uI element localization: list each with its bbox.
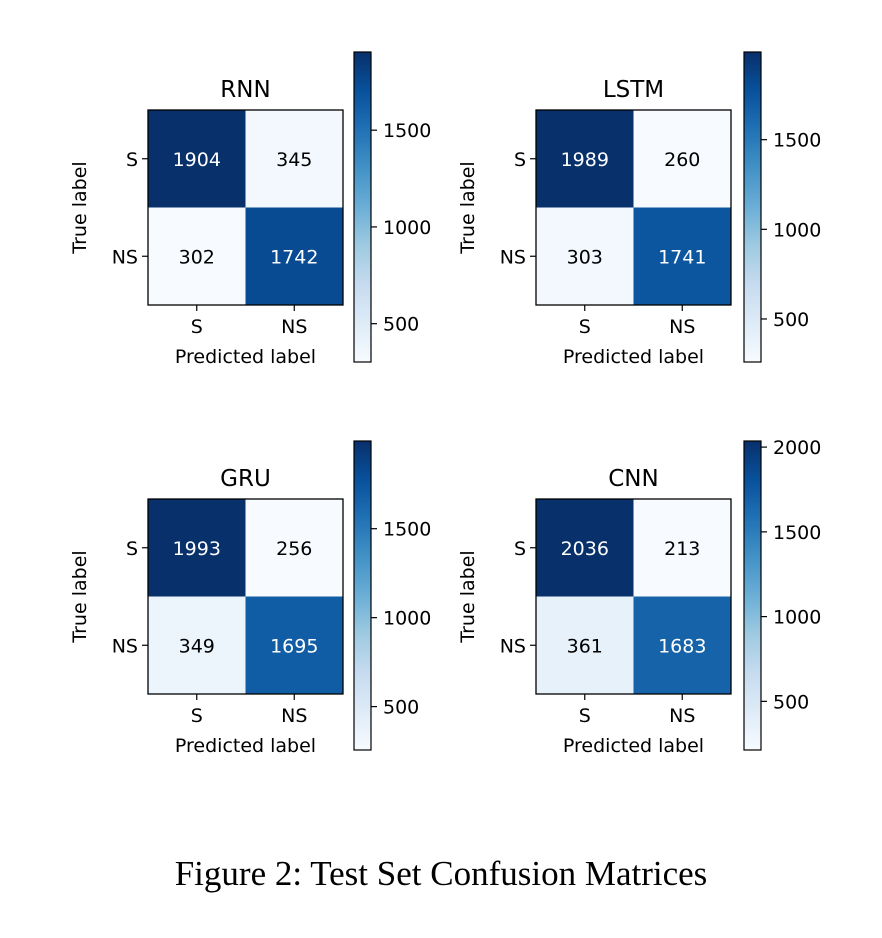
colorbar-tick-label: 500 [773,691,809,713]
cell-value-label: 256 [276,538,312,560]
colorbar-tick-label: 2000 [773,437,821,459]
chart-title: GRU [220,466,271,492]
confusion-matrix-cnn: 2036 213 361 1683 CNN S NS S NS Predicted label Tr… [457,437,821,757]
cell-value-label: 349 [179,635,215,657]
cell-value-label: 1904 [173,149,221,171]
colorbar-tick-label: 500 [383,697,419,719]
heatmap-cell [633,499,731,597]
x-axis-label: Predicted label [563,346,704,368]
cell-value-label: 1993 [173,538,221,560]
confusion-matrix-rnn: 1904 345 302 1742 RNN S NS S NS Predicted label Tr… [69,51,431,368]
cell-value-label: 260 [664,149,700,171]
x-tick-label: S [579,316,591,338]
heatmap-cell [633,596,731,694]
heatmap-cell [536,596,634,694]
colorbar-gradient [743,51,762,363]
colorbar: 500 1000 1500 2000 [743,437,821,751]
colorbar-gradient [353,440,372,751]
colorbar-tick-label: 500 [773,309,809,331]
y-axis-label: True label [457,161,479,254]
confusion-matrix-gru: 1993 256 349 1695 GRU S NS S NS Predicted label Tr… [69,440,431,757]
y-axis-label: True label [457,550,479,643]
colorbar: 500 1000 1500 [353,51,431,363]
colorbar-tick-label: 1000 [383,608,431,630]
heatmap-cell [245,110,343,208]
x-tick-label: NS [669,705,695,727]
plot-frame [147,498,344,695]
heatmap-cell [148,110,246,208]
colorbar: 500 1000 1500 [743,51,821,363]
plot-frame [535,498,732,695]
x-tick-label: NS [281,705,307,727]
cell-value-label: 1742 [270,246,318,268]
confusion-matrix-lstm: 1989 260 303 1741 LSTM S NS S NS Predicted label T… [457,51,821,368]
cell-value-label: 1683 [658,635,706,657]
heatmap-cell [245,596,343,694]
y-tick-label: S [514,149,526,171]
y-axis-label: True label [69,161,91,254]
y-tick-label: NS [500,246,526,268]
colorbar-tick-label: 1500 [383,519,431,541]
cell-value-label: 1989 [561,149,609,171]
colorbar-tick-label: 1500 [773,130,821,152]
heatmap-cell [633,207,731,305]
heatmap-cell [148,596,246,694]
cell-value-label: 345 [276,149,312,171]
plot-frame [535,109,732,306]
x-tick-label: NS [669,316,695,338]
heatmap-cell [148,499,246,597]
colorbar: 500 1000 1500 [353,440,431,751]
colorbar-gradient [743,440,762,751]
heatmap-cell [536,110,634,208]
chart-title: RNN [220,77,270,103]
heatmap-cell [245,499,343,597]
chart-title: CNN [608,466,658,492]
chart-title: LSTM [603,77,664,103]
colorbar-tick-label: 1500 [383,120,431,142]
heatmap-cell [245,207,343,305]
x-axis-label: Predicted label [175,735,316,757]
x-tick-label: NS [281,316,307,338]
heatmap-cell [148,207,246,305]
figure-caption: Figure 2: Test Set Confusion Matrices [174,854,708,893]
colorbar-tick-label: 1000 [773,219,821,241]
y-tick-label: NS [500,635,526,657]
x-tick-label: S [191,316,203,338]
cell-value-label: 361 [567,635,603,657]
cell-value-label: 1695 [270,635,318,657]
heatmap-cell [536,499,634,597]
x-axis-label: Predicted label [563,735,704,757]
x-tick-label: S [191,705,203,727]
y-tick-label: S [126,538,138,560]
y-tick-label: S [514,538,526,560]
cell-value-label: 2036 [561,538,609,560]
x-axis-label: Predicted label [175,346,316,368]
heatmap-cell [633,110,731,208]
confusion-matrix-figure: 1904 345 302 1742 RNN S NS S NS Predicted label Tr… [69,51,821,757]
colorbar-tick-label: 1000 [383,217,431,239]
colorbar-gradient [353,51,372,363]
cell-value-label: 303 [567,246,603,268]
colorbar-tick-label: 500 [383,314,419,336]
colorbar-tick-label: 1000 [773,607,821,629]
y-tick-label: NS [112,246,138,268]
plot-frame [147,109,344,306]
x-tick-label: S [579,705,591,727]
heatmap-cell [536,207,634,305]
y-tick-label: S [126,149,138,171]
cell-value-label: 1741 [658,246,706,268]
cell-value-label: 302 [179,246,215,268]
y-tick-label: NS [112,635,138,657]
colorbar-tick-label: 1500 [773,522,821,544]
cell-value-label: 213 [664,538,700,560]
y-axis-label: True label [69,550,91,643]
